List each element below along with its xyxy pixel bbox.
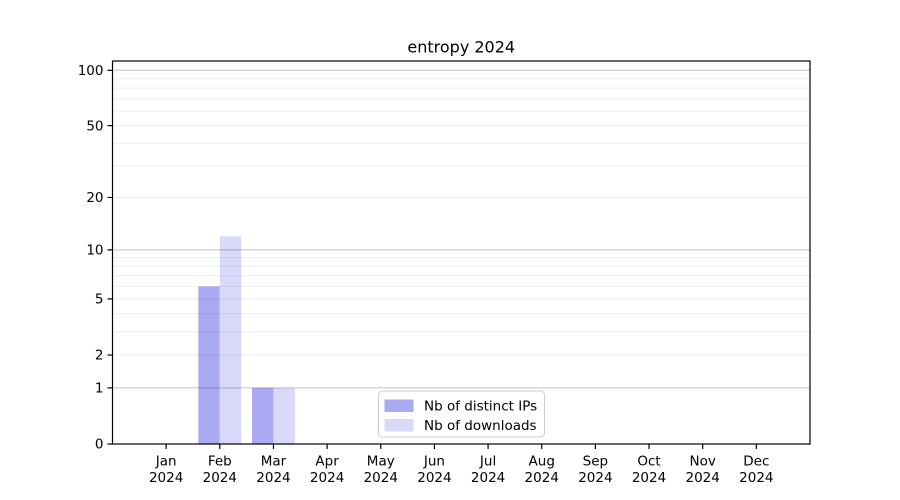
x-tick-label-month: Apr	[315, 454, 339, 470]
bar-feb-distinct-ips	[198, 286, 220, 444]
plot-border	[111, 60, 811, 445]
x-tick-label-month: Feb	[208, 454, 232, 470]
x-tick-label-month: Jul	[479, 454, 496, 470]
x-tick-label-month: Jun	[423, 454, 445, 470]
x-tick-label-year: 2024	[310, 470, 344, 486]
y-tick-label: 0	[95, 437, 104, 453]
chart-title: entropy 2024	[407, 38, 515, 57]
bar-mar-distinct-ips	[252, 387, 274, 444]
y-tick-label: 50	[86, 118, 103, 134]
x-tick-label-month: Mar	[261, 454, 287, 470]
x-tick-label-year: 2024	[632, 470, 666, 486]
x-tick-label-month: Aug	[529, 454, 555, 470]
x-tick-label-month: Oct	[637, 454, 660, 470]
legend-box	[378, 390, 545, 438]
x-tick-label-year: 2024	[364, 470, 398, 486]
bar-feb-downloads	[219, 236, 242, 444]
x-tick-label-year: 2024	[203, 470, 237, 486]
legend-label-downloads: Nb of downloads	[424, 418, 537, 434]
x-tick-label-year: 2024	[471, 470, 505, 486]
x-tick-label-month: Dec	[743, 454, 769, 470]
y-tick-label: 5	[95, 292, 104, 308]
x-tick-label-year: 2024	[739, 470, 773, 486]
y-tick-label: 100	[78, 63, 104, 79]
bar-mar-downloads	[273, 387, 295, 444]
x-tick-label-month: Nov	[690, 454, 716, 470]
y-tick-label: 10	[86, 243, 103, 259]
x-tick-label-year: 2024	[256, 470, 290, 486]
y-tick-label: 1	[95, 381, 104, 397]
x-tick-label-month: Jan	[155, 454, 177, 470]
legend-swatch-downloads	[384, 419, 414, 432]
legend-swatch-distinct-ips	[384, 399, 414, 412]
x-tick-label-year: 2024	[578, 470, 612, 486]
x-tick-label-year: 2024	[525, 470, 559, 486]
x-tick-label-month: Sep	[583, 454, 608, 470]
legend: Nb of distinct IPs Nb of downloads	[378, 390, 545, 438]
y-tick-label: 2	[95, 348, 104, 364]
legend-label-distinct-ips: Nb of distinct IPs	[424, 399, 537, 415]
x-tick-label-year: 2024	[149, 470, 183, 486]
x-tick-label-year: 2024	[686, 470, 720, 486]
x-tick-label-year: 2024	[417, 470, 451, 486]
x-tick-label-month: May	[367, 454, 395, 470]
y-tick-label: 20	[86, 190, 103, 206]
